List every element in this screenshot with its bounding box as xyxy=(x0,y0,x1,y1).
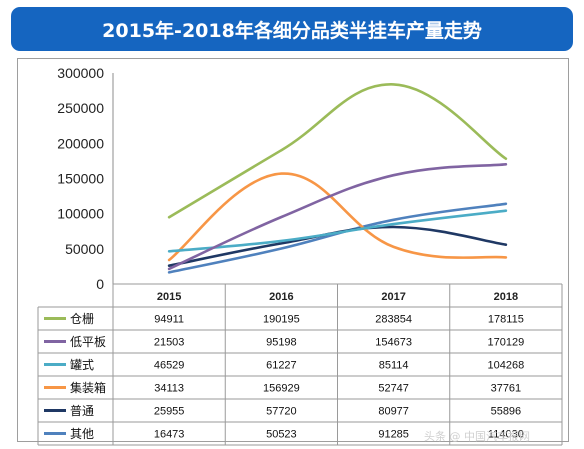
x-category-label: 2017 xyxy=(381,291,405,303)
series-line-仓栅 xyxy=(167,83,508,219)
data-label: 37761 xyxy=(491,383,522,395)
data-label: 154673 xyxy=(375,337,412,349)
data-label: 104268 xyxy=(488,360,525,372)
data-label: 178115 xyxy=(488,314,524,326)
y-tick-label: 250000 xyxy=(57,100,104,116)
series-name-label: 集装箱 xyxy=(70,380,106,395)
series-name-label: 普通 xyxy=(70,404,94,418)
series-line-其他 xyxy=(167,202,508,274)
data-label: 16473 xyxy=(154,429,185,441)
series-name-label: 罐式 xyxy=(70,358,94,372)
x-category-label: 2015 xyxy=(157,291,181,303)
y-tick-label: 0 xyxy=(96,276,104,292)
data-label: 50523 xyxy=(266,429,297,441)
y-tick-label: 150000 xyxy=(57,171,104,187)
data-label: 52747 xyxy=(378,383,409,395)
data-label: 283854 xyxy=(375,314,412,326)
series-name-label: 其他 xyxy=(70,427,94,441)
x-category-label: 2018 xyxy=(494,291,518,303)
data-label: 61227 xyxy=(266,360,297,372)
data-label: 114030 xyxy=(488,429,524,441)
data-label: 80977 xyxy=(378,406,409,418)
data-label: 57720 xyxy=(266,406,297,418)
data-label: 46529 xyxy=(154,360,185,372)
data-label: 21503 xyxy=(154,337,185,349)
series-name-label: 仓栅 xyxy=(70,311,94,326)
data-label: 25955 xyxy=(154,406,185,418)
y-tick-label: 100000 xyxy=(57,206,104,222)
watermark: 头条 @ 中国汽车报网 xyxy=(424,430,530,443)
chart-title: 2015年-2018年各细分品类半挂车产量走势 xyxy=(102,19,482,42)
data-label: 94911 xyxy=(154,314,184,326)
series-name-label: 低平板 xyxy=(70,335,106,349)
x-category-label: 2016 xyxy=(269,291,293,303)
data-label: 85114 xyxy=(379,360,409,372)
y-tick-label: 50000 xyxy=(65,241,104,257)
title-banner: 2015年-2018年各细分品类半挂车产量走势 xyxy=(11,7,573,51)
y-tick-label: 300000 xyxy=(57,65,104,81)
data-label: 95198 xyxy=(266,337,297,349)
data-label: 91285 xyxy=(378,429,409,441)
chart-frame xyxy=(17,58,569,442)
y-tick-label: 200000 xyxy=(57,135,104,151)
data-label: 190195 xyxy=(263,314,300,326)
data-label: 170129 xyxy=(488,337,525,349)
data-label: 55896 xyxy=(491,406,522,418)
data-label: 34113 xyxy=(154,383,184,395)
data-label: 156929 xyxy=(263,383,300,395)
series-line-低平板 xyxy=(167,163,508,271)
